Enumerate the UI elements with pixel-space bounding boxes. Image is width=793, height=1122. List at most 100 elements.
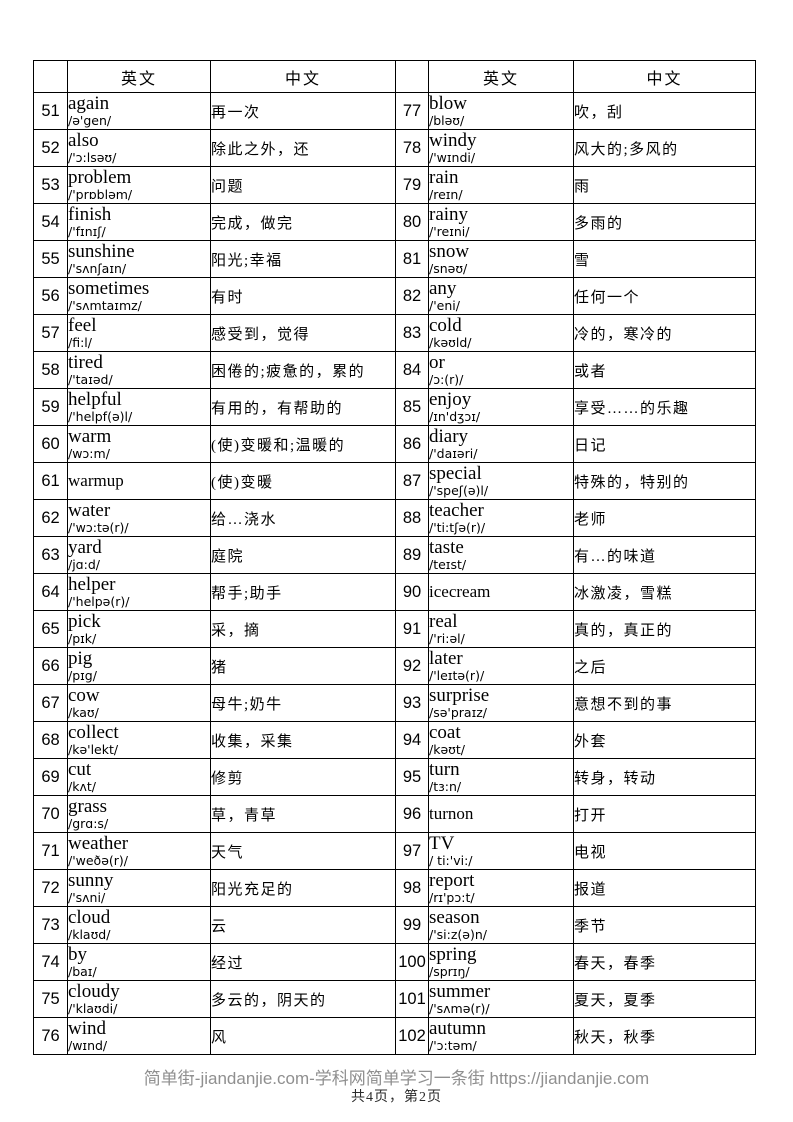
phonetic: /sprɪŋ/ [429,964,470,979]
row-number-right: 77 [395,92,429,130]
english-cell-right: cold /kəʊld/ [428,314,574,352]
english-word: or [429,352,445,373]
phonetic: /grɑ:s/ [68,816,109,831]
chinese-meaning-left: 经过 [210,943,396,981]
english-cell-left: cloud /klaʊd/ [67,906,211,944]
english-word: cold [429,315,462,336]
chinese-meaning-left: 问题 [210,166,396,204]
phonetic: /ɔ:(r)/ [429,372,464,387]
phonetic: /'prɒbləm/ [68,187,133,202]
chinese-meaning-right: 吹，刮 [573,92,756,130]
english-cell-right: snow /snəʊ/ [428,240,574,278]
phonetic: /'ri:əl/ [429,631,465,646]
english-cell-right: TV / ti:'vi:/ [428,832,574,870]
row-number-right: 87 [395,462,429,500]
english-cell-left: water /'wɔ:tə(r)/ [67,499,211,537]
phonetic: /'ti:tʃə(r)/ [429,520,486,535]
english-word: rain [429,167,459,188]
english-cell-right: season /'si:z(ə)n/ [428,906,574,944]
english-cell-right: taste /teɪst/ [428,536,574,574]
english-word: taste [429,537,464,558]
english-word: snow [429,241,470,262]
english-cell-left: also /'ɔ:lsəʊ/ [67,129,211,167]
row-number-right: 102 [395,1017,429,1055]
table-row: 66 pig /pɪg/ 猪 92 later /'leɪtə(r)/ 之后 [33,647,756,685]
phonetic: /wɪnd/ [68,1038,108,1053]
header-number-left [33,60,68,93]
english-word: pig [68,648,93,669]
table-row: 53 problem /'prɒbləm/ 问题 79 rain /reɪn/ … [33,166,756,204]
english-cell-right: spring /sprɪŋ/ [428,943,574,981]
english-word: turnon [429,804,474,823]
english-cell-right: turnon [428,795,574,833]
english-cell-left: by /baɪ/ [67,943,211,981]
phonetic: /pɪk/ [68,631,97,646]
english-cell-left: sunshine /'sʌnʃaɪn/ [67,240,211,278]
row-number-right: 80 [395,203,429,241]
chinese-meaning-right: 报道 [573,869,756,907]
english-cell-left: collect /kə'lekt/ [67,721,211,759]
chinese-meaning-left: 母牛;奶牛 [210,684,396,722]
row-number-right: 94 [395,721,429,759]
chinese-meaning-left: 草，青草 [210,795,396,833]
chinese-meaning-right: 意想不到的事 [573,684,756,722]
english-word: teacher [429,500,484,521]
chinese-meaning-right: 或者 [573,351,756,389]
row-number-right: 95 [395,758,429,796]
chinese-meaning-right: 有…的味道 [573,536,756,574]
chinese-meaning-left: 困倦的;疲惫的，累的 [210,351,396,389]
english-word: any [429,278,457,299]
chinese-meaning-left: 有时 [210,277,396,315]
page-number-info: 共4页，第2页 [351,1090,442,1105]
english-cell-left: yard /jɑ:d/ [67,536,211,574]
english-word: enjoy [429,389,472,410]
row-number-left: 76 [33,1017,68,1055]
row-number-left: 56 [33,277,68,315]
english-word: season [429,907,480,928]
english-word: cow [68,685,100,706]
english-word: rainy [429,204,469,225]
chinese-meaning-left: 帮手;助手 [210,573,396,611]
chinese-meaning-left: 猪 [210,647,396,685]
phonetic: /'wɔ:tə(r)/ [68,520,129,535]
row-number-left: 60 [33,425,68,463]
row-number-right: 100 [395,943,429,981]
table-row: 72 sunny /'sʌni/ 阳光充足的 98 report /rɪ'pɔ:… [33,869,756,907]
row-number-left: 53 [33,166,68,204]
phonetic: /klaʊd/ [68,927,111,942]
english-word: pick [68,611,101,632]
row-number-left: 75 [33,980,68,1018]
phonetic: /pɪg/ [68,668,97,683]
english-word: diary [429,426,469,447]
row-number-right: 79 [395,166,429,204]
row-number-right: 86 [395,425,429,463]
chinese-meaning-left: 阳光;幸福 [210,240,396,278]
phonetic: /kəʊt/ [429,742,465,757]
chinese-meaning-left: 多云的，阴天的 [210,980,396,1018]
english-word: yard [68,537,102,558]
table-row: 52 also /'ɔ:lsəʊ/ 除此之外，还 78 windy /'wɪnd… [33,129,756,167]
phonetic: /fi:l/ [68,335,92,350]
english-word: wind [68,1018,107,1039]
english-cell-right: any /'eni/ [428,277,574,315]
phonetic: /'si:z(ə)n/ [429,927,487,942]
row-number-right: 82 [395,277,429,315]
row-number-left: 59 [33,388,68,426]
row-number-left: 52 [33,129,68,167]
table-row: 64 helper /'helpə(r)/ 帮手;助手 90 icecream … [33,573,756,611]
phonetic: /'sʌnʃaɪn/ [68,261,127,276]
row-number-right: 97 [395,832,429,870]
row-number-left: 68 [33,721,68,759]
english-word: sunny [68,870,114,891]
row-number-right: 101 [395,980,429,1018]
row-number-right: 96 [395,795,429,833]
chinese-meaning-right: 电视 [573,832,756,870]
phonetic: /'eni/ [429,298,460,313]
phonetic: /tɜ:n/ [429,779,462,794]
english-word: real [429,611,458,632]
english-cell-right: turn /tɜ:n/ [428,758,574,796]
chinese-meaning-right: 享受……的乐趣 [573,388,756,426]
chinese-meaning-right: 冰激凌，雪糕 [573,573,756,611]
chinese-meaning-left: (使)变暖 [210,462,396,500]
phonetic: /'wɪndi/ [429,150,476,165]
